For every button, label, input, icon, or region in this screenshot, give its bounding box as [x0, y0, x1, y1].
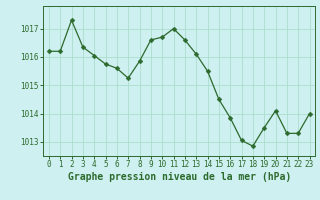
X-axis label: Graphe pression niveau de la mer (hPa): Graphe pression niveau de la mer (hPa): [68, 172, 291, 182]
